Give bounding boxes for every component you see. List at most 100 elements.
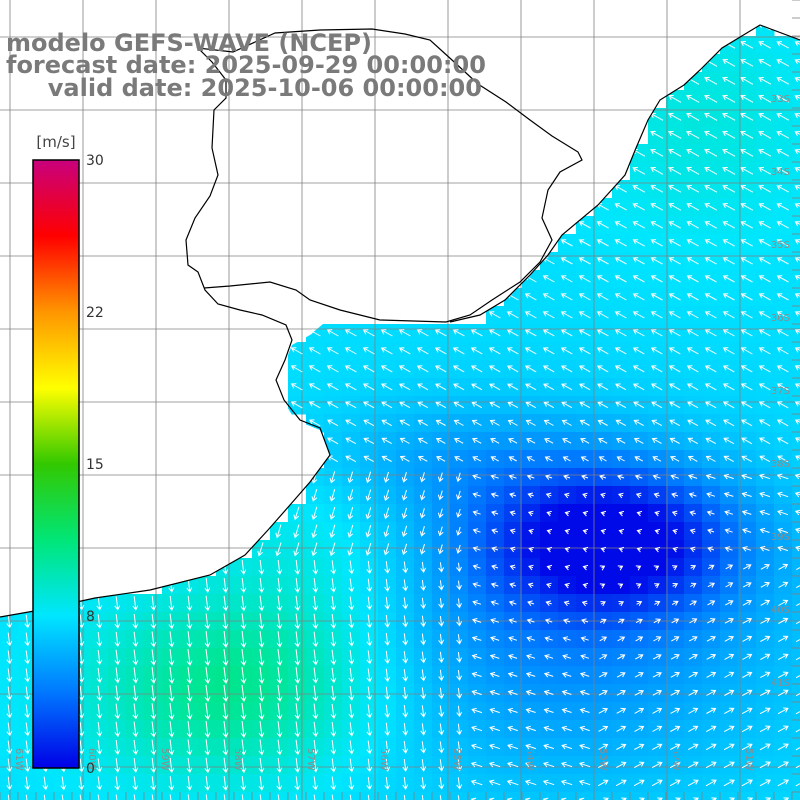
wind-arrow [580,438,590,444]
wind-arrow [204,649,211,666]
wind-arrow [490,474,499,480]
wind-arrow [294,631,301,648]
wind-arrow [578,779,591,786]
wind-arrow [741,437,753,445]
wind-arrow [115,794,118,800]
wind-arrow [652,654,662,660]
wind-arrow [168,631,175,648]
wind-arrow [742,653,753,660]
wind-arrow [456,490,462,501]
wind-arrow [363,437,375,445]
wind-arrow [96,614,103,629]
model-title: modelo GEFS-WAVE (NCEP) [6,29,372,57]
wind-arrow [402,651,409,664]
wind-arrow [621,797,627,800]
wind-arrow [204,703,211,720]
wind-arrow [776,365,789,373]
wind-arrow [490,456,499,462]
wind-arrow [366,578,373,593]
wind-arrow [668,275,681,283]
wind-arrow [524,311,537,319]
wind-arrow [506,311,519,319]
wind-arrow [472,600,482,606]
wind-arrow [489,401,501,409]
wind-arrow [740,149,754,157]
wind-arrow [724,689,735,696]
wind-arrow [294,739,301,756]
wind-arrow [542,257,555,265]
wind-speed-cell [792,756,800,775]
wind-speed-cell [792,630,800,649]
wind-arrow [776,203,789,211]
wind-arrow [705,743,717,751]
wind-arrow [758,95,772,103]
wind-arrow [331,794,334,800]
wind-arrow [722,185,736,193]
wind-arrow [686,148,700,157]
wind-arrow [222,703,229,720]
wind-arrow [669,437,680,444]
wind-arrow [420,633,427,646]
wind-speed-cell [720,792,739,800]
wind-arrow [384,668,391,683]
wind-arrow [435,419,446,426]
wind-arrow [294,613,301,630]
wind-arrow [740,329,753,337]
wind-arrow [670,654,680,660]
wind-speed-cell [792,432,800,451]
wind-speed-cell [216,792,235,800]
coastline-segment [449,24,800,323]
wind-arrow [526,654,536,660]
wind-arrow [614,203,627,211]
wind-arrow [560,257,573,265]
wind-arrow [506,329,519,337]
wind-arrow [794,401,800,407]
wind-arrow [114,649,121,666]
wind-arrow [651,419,663,427]
wind-arrow [362,347,375,355]
wind-speed-cell [738,792,757,800]
coastline-segment [0,28,583,618]
wind-arrow [672,565,678,571]
latitude-label: 37S [771,386,790,397]
wind-arrow [668,94,682,103]
wind-arrow [582,510,589,517]
wind-arrow [471,636,482,642]
wind-arrow [671,600,679,606]
wind-arrow [650,239,663,247]
wind-arrow [294,649,301,666]
wind-arrow [794,347,800,353]
wind-arrow [705,419,717,427]
wind-arrow [704,203,718,211]
wind-arrow [632,257,645,265]
wind-arrow [705,761,717,769]
wind-arrow [758,311,771,319]
wind-arrow [794,437,800,443]
wind-arrow [794,95,800,101]
wind-arrow [403,795,406,800]
wind-arrow [330,596,337,611]
wind-arrow [650,149,664,157]
wind-arrow [742,600,752,606]
wind-arrow [614,365,627,373]
wind-arrow [380,383,393,391]
wind-arrow [345,455,357,463]
wind-arrow [308,383,321,391]
wind-arrow [348,632,355,647]
wind-arrow [651,437,662,444]
wind-arrow [543,383,555,391]
wind-arrow [723,725,735,733]
wind-arrow [366,704,373,719]
wind-arrow [560,239,573,247]
latitude-label: 33S [771,94,790,105]
wind-arrow [722,203,736,211]
wind-arrow [313,794,316,800]
wind-arrow [794,221,800,227]
wind-arrow [96,667,103,684]
wind-arrow [600,546,607,553]
wind-arrow [24,758,31,773]
wind-arrow [366,650,373,665]
wind-arrow [579,689,590,696]
wind-arrow [24,686,31,701]
wind-arrow [384,561,391,574]
